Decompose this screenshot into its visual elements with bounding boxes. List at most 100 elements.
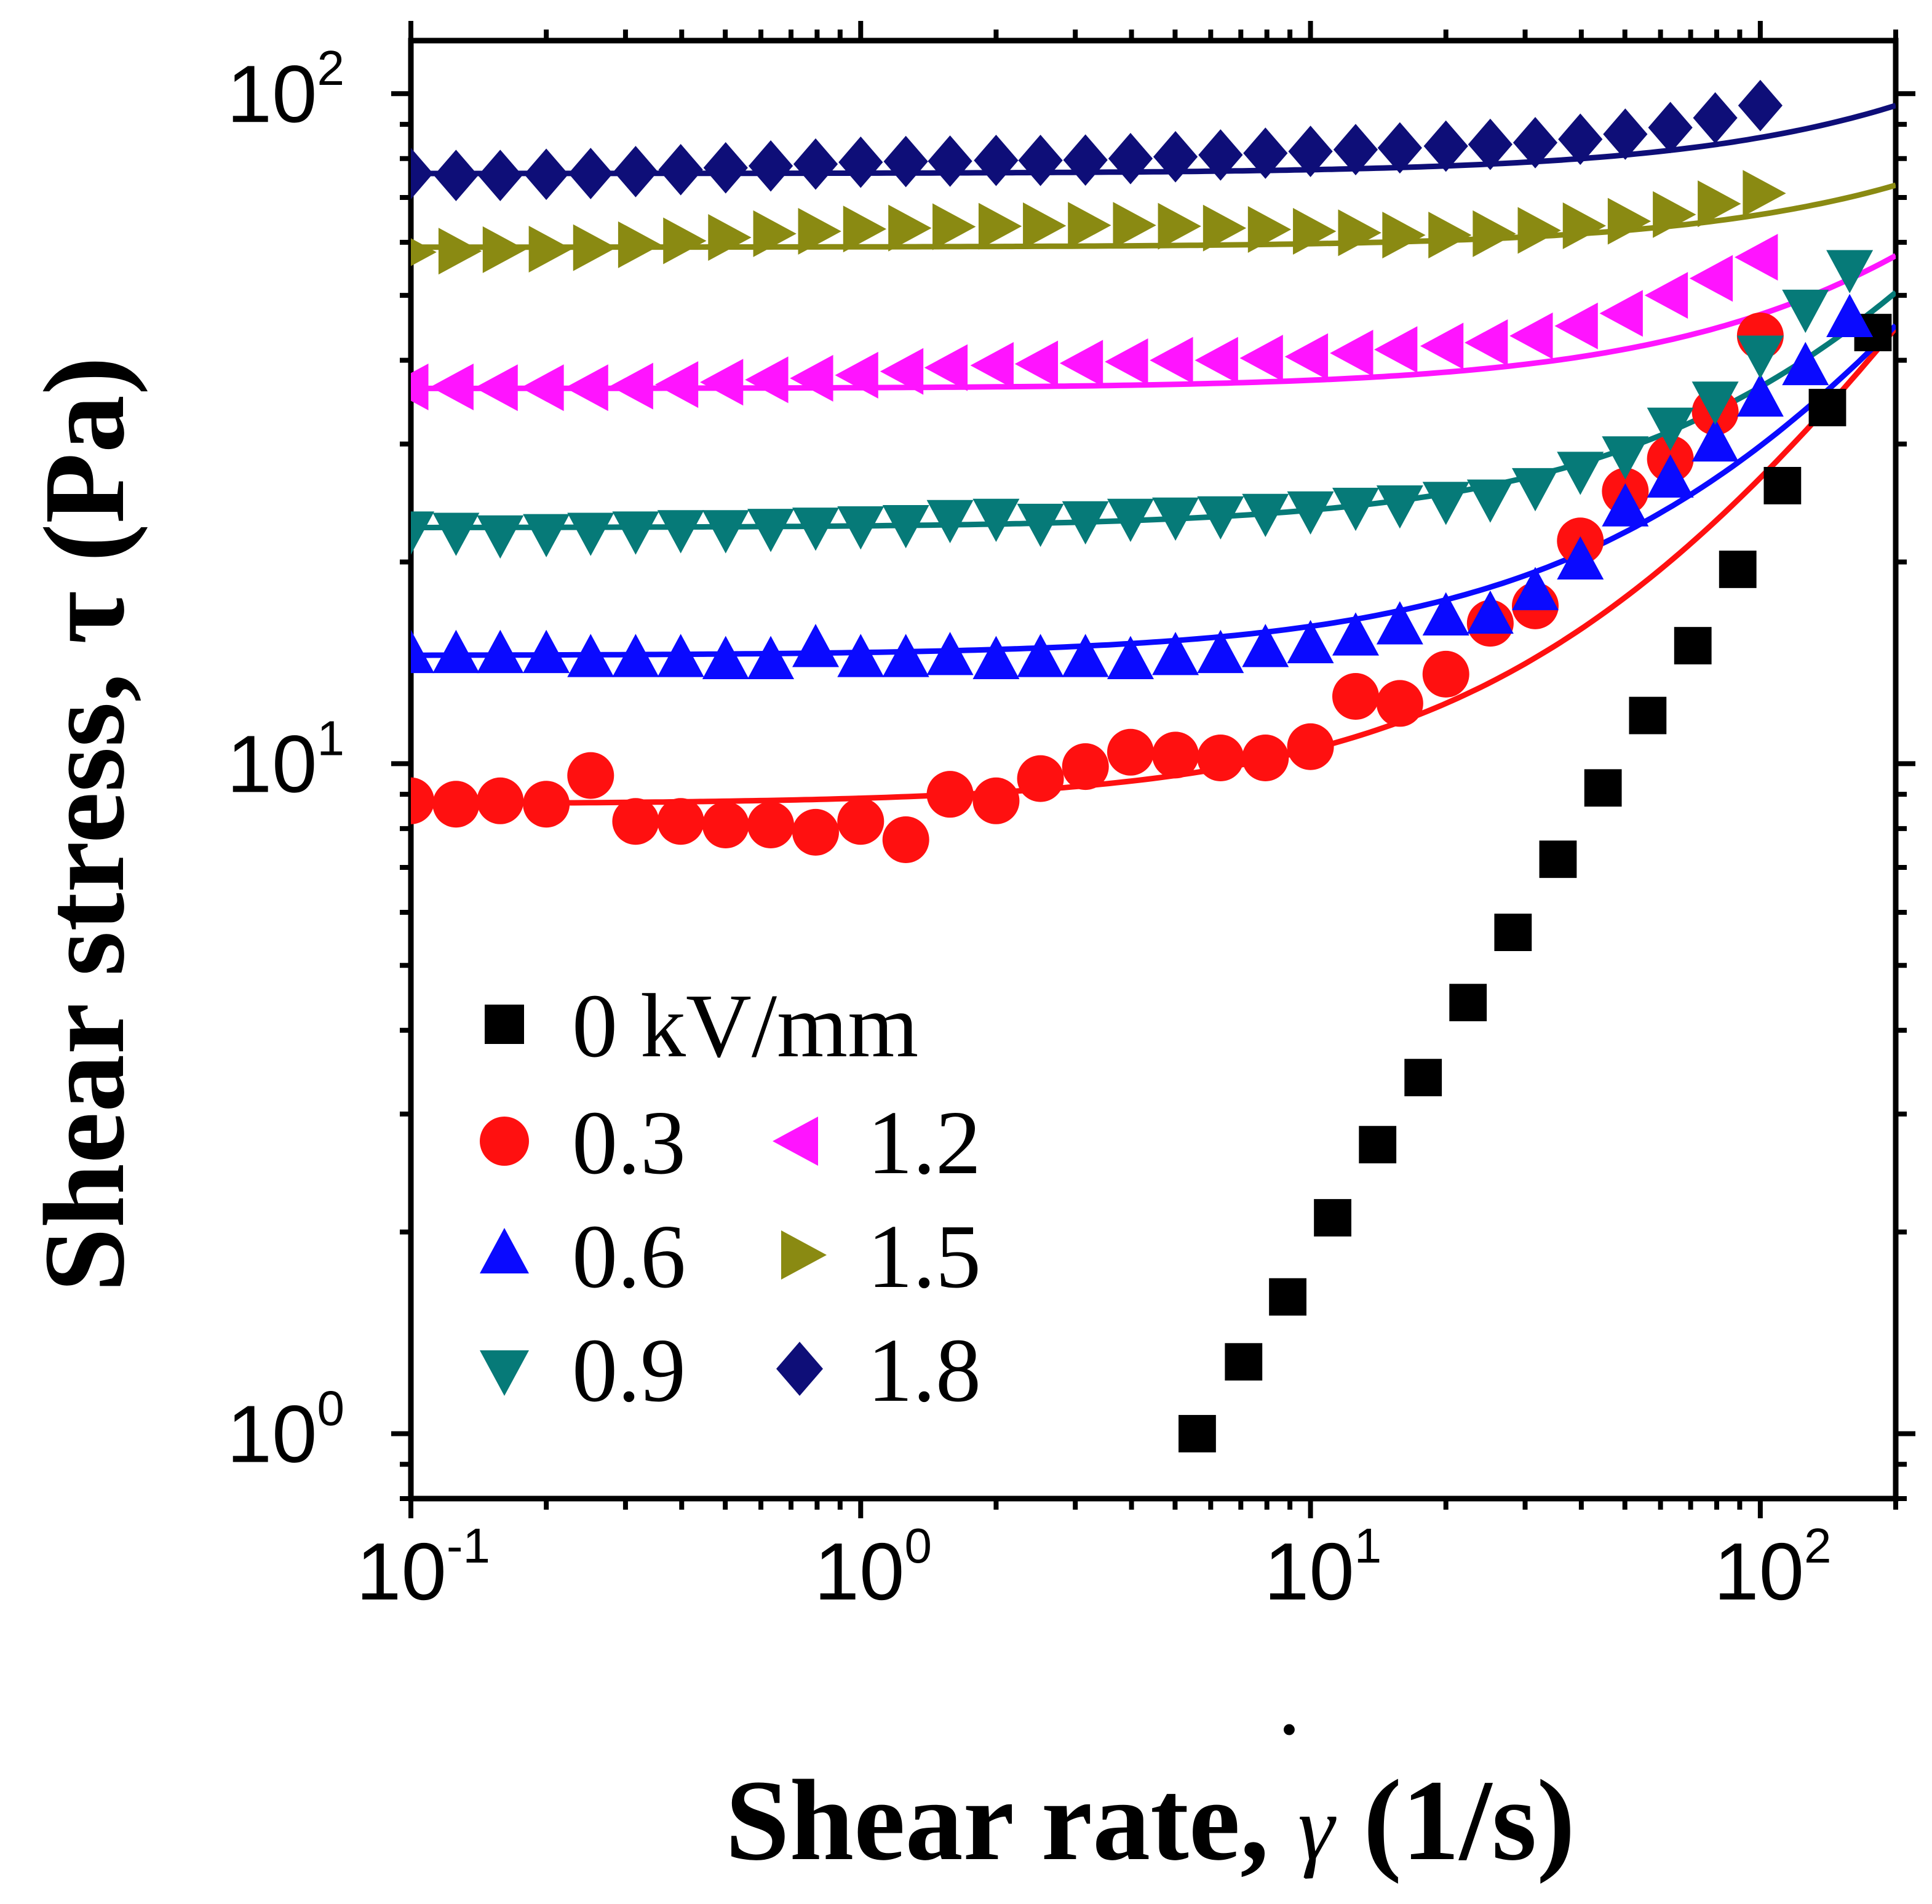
x-tick-label-exponent: -1: [447, 1518, 490, 1573]
data-point: [1059, 340, 1103, 387]
data-point: [1023, 202, 1067, 250]
data-point: [1068, 202, 1111, 249]
data-point: [1557, 452, 1604, 495]
data-point: [1152, 731, 1199, 779]
data-point: [837, 634, 885, 677]
data-point: [438, 228, 482, 275]
data-point: [972, 777, 1020, 824]
data-point: [1107, 498, 1154, 543]
data-point: [1269, 1278, 1306, 1316]
data-point: [1653, 191, 1696, 238]
legend-marker-1-2: [773, 1117, 818, 1166]
data-point: [1243, 127, 1288, 179]
series-0-9: [411, 250, 1874, 559]
data-point: [657, 798, 704, 845]
data-point: [1017, 634, 1064, 677]
data-point: [1225, 1343, 1263, 1381]
data-point: [1195, 337, 1238, 384]
data-point: [567, 512, 614, 556]
data-point: [1647, 407, 1694, 451]
data-point: [882, 634, 929, 677]
data-point: [1239, 335, 1283, 382]
x-tick-label-exponent: 2: [1804, 1518, 1832, 1573]
data-point: [1376, 601, 1423, 645]
data-point: [702, 510, 749, 554]
data-point: [478, 149, 523, 201]
data-point: [1449, 984, 1487, 1022]
data-point: [432, 512, 480, 556]
data-point: [1376, 680, 1423, 727]
x-tick-label-base: 10: [1264, 1526, 1354, 1617]
data-point: [1017, 755, 1064, 802]
data-point: [1062, 634, 1109, 677]
fit-curves-layer: [411, 103, 1896, 807]
data-point: [972, 635, 1020, 679]
legend-marker-0-kV-mm: [485, 1005, 524, 1044]
data-point: [880, 348, 924, 395]
data-point: [657, 634, 704, 677]
data-point: [477, 777, 524, 824]
data-point: [1422, 650, 1469, 698]
fit-curve-0.6: [411, 323, 1896, 658]
data-point: [882, 816, 929, 863]
data-point: [1332, 612, 1379, 656]
data-point: [792, 508, 840, 551]
data-point: [565, 364, 608, 412]
data-point: [1332, 487, 1379, 532]
axis-titles: Shear rate, γ (1/s) · Shear stress, τ (P…: [20, 357, 1575, 1884]
legend-label-0-9: 0.9: [572, 1320, 686, 1421]
series-0-kV-mm: [1179, 314, 1892, 1452]
data-point: [432, 781, 480, 828]
data-point: [528, 226, 572, 273]
data-point: [1062, 501, 1109, 545]
data-point: [1063, 134, 1108, 186]
data-point: [411, 511, 434, 555]
data-point: [1377, 122, 1422, 174]
data-point: [1468, 118, 1513, 170]
fit-curve-0.3: [411, 326, 1896, 807]
data-point: [843, 205, 887, 253]
data-point: [411, 238, 437, 266]
data-point: [610, 362, 653, 410]
data-point: [612, 634, 659, 677]
data-point: [411, 777, 434, 824]
data-point: [1513, 117, 1558, 169]
data-point: [1602, 483, 1649, 527]
data-point: [924, 344, 968, 391]
data-point: [1473, 210, 1516, 257]
data-point: [1242, 493, 1289, 538]
data-point: [523, 629, 570, 674]
data-point: [1197, 734, 1244, 781]
data-point: [837, 798, 885, 845]
legend-label-1-5: 1.5: [867, 1206, 981, 1307]
data-point: [1584, 769, 1622, 807]
data-point: [974, 134, 1019, 186]
data-point: [430, 363, 474, 410]
data-point: [1107, 728, 1154, 776]
data-point: [1108, 132, 1153, 185]
fit-curve-1.5: [411, 182, 1896, 250]
legend-marker-0-6: [480, 1228, 529, 1273]
data-point: [1647, 454, 1694, 498]
y-tick-label: 100: [227, 1380, 344, 1479]
data-point: [1691, 418, 1739, 462]
data-point: [978, 202, 1022, 250]
data-point: [838, 136, 883, 188]
data-point: [1674, 627, 1712, 664]
series-0-6: [411, 293, 1874, 679]
data-point: [1203, 204, 1247, 252]
data-point: [747, 635, 795, 679]
data-point: [658, 144, 703, 196]
data-point: [1382, 212, 1426, 259]
fit-curve-1.2: [411, 253, 1896, 391]
data-point: [1466, 590, 1514, 634]
data-point: [1693, 92, 1738, 144]
data-point: [1287, 619, 1334, 664]
legend-marker-0-3: [480, 1117, 529, 1166]
data-point: [1826, 293, 1874, 338]
data-point: [1314, 1199, 1351, 1237]
data-point: [1062, 743, 1109, 791]
data-point: [1330, 329, 1373, 376]
legend-label-1-8: 1.8: [867, 1320, 981, 1421]
